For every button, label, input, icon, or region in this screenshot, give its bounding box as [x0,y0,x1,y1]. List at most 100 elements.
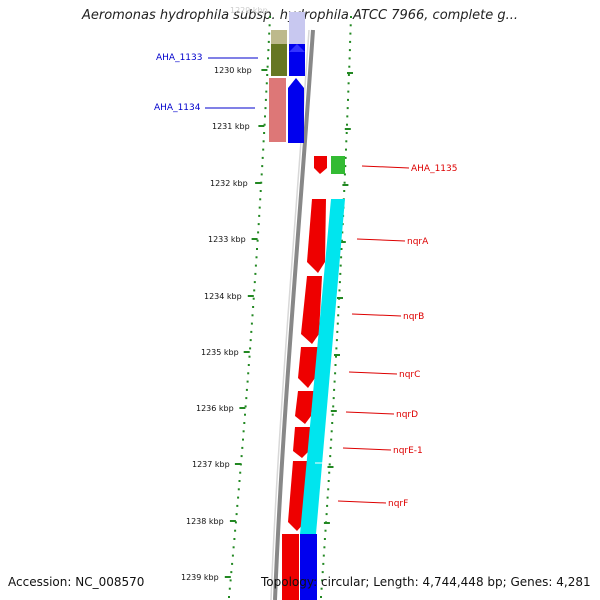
feature-olive-faded[interactable] [271,30,287,44]
ruler-dot [347,74,350,76]
ruler-dot [267,57,269,60]
ruler-dot [235,513,238,516]
ruler-dot [247,372,250,375]
cds-nqrC[interactable] [298,347,318,388]
gene-blue-bottom[interactable] [300,534,317,600]
ruler-dot [320,587,323,590]
ruler-dot [263,123,266,126]
ruler-dot [266,65,269,68]
ruler-dot [349,32,352,35]
ruler-dot [347,82,350,85]
tick-label-1232: 1232 kbp [210,179,248,188]
label-nqrC[interactable]: nqrC [399,370,420,380]
feature-blue-faded[interactable] [289,12,305,44]
leader-nqrA [356,238,406,242]
ruler-dot [245,397,248,400]
ruler-dot [262,148,265,151]
ruler-dot [240,455,243,458]
ruler-dot [237,496,240,499]
ruler-dot [345,132,348,134]
ruler-dot [251,314,254,317]
label-aha1133[interactable]: AHA_1133 [156,53,203,63]
ruler-dot [268,24,271,27]
tick-label-1233: 1233 kbp [208,235,246,244]
ruler-dot [328,463,331,466]
ruler-dot [330,430,333,433]
label-nqrE1[interactable]: nqrE-1 [393,446,423,456]
cds-nqrA[interactable] [307,199,326,273]
ruler-dot [347,90,350,93]
gene-arrow-aha1135[interactable] [314,156,327,174]
label-nqrD[interactable]: nqrD [396,410,418,420]
tick-label-1234: 1234 kbp [204,292,242,301]
ruler-dot [334,364,337,366]
leader-nqrE1 [342,447,392,451]
label-nqrA[interactable]: nqrA [407,237,429,247]
ruler-dot [247,364,250,366]
label-nqrB[interactable]: nqrB [403,312,424,322]
ruler-tick [261,69,268,71]
cds-nqrE1[interactable] [293,427,311,458]
genome-summary: Topology: circular; Length: 4,744,448 bp… [261,575,591,589]
ruler-dot [249,339,252,342]
ruler-dot [340,239,343,242]
feature-pink[interactable] [269,78,286,142]
ruler-dot [244,405,247,408]
ruler-dot [323,546,326,549]
ruler-dot [349,40,352,43]
tick-label-1239: 1239 kbp [181,573,219,582]
ruler-dot [232,546,235,549]
gene-arrow-blue-1-head [289,44,305,52]
tick-label-1236: 1236 kbp [196,404,234,413]
ruler-dot [246,380,249,383]
ruler-tick [323,522,330,524]
ruler-tick [337,297,343,299]
ruler-dots-left [224,16,271,598]
ruler-dot [348,57,351,60]
ruler-dot [336,330,339,333]
gene-arrow-blue-2[interactable] [288,78,304,143]
ruler-dot [345,140,348,143]
ruler-tick [330,410,337,412]
ruler-dot [347,98,349,101]
ruler-dot [343,181,346,184]
ruler-dot [339,272,342,275]
ruler-dot [253,281,256,284]
rna-aha1135[interactable] [331,156,345,174]
label-aha1135[interactable]: AHA_1135 [411,164,458,174]
cds-nqrB[interactable] [301,276,322,344]
ruler-dot [332,397,335,400]
cds-next[interactable] [282,534,299,600]
ruler-dot [346,115,349,118]
ruler-dot [260,181,263,184]
ruler-dot [321,571,324,574]
ruler-tick [255,182,262,184]
genome-backbone [273,29,315,600]
ruler-dot [348,65,351,68]
ruler-dot [337,314,340,317]
ruler-tick [258,125,265,127]
ruler-dot [343,190,346,192]
ruler-dot [255,256,258,259]
ruler-dot [346,123,348,126]
feature-olive[interactable] [271,44,287,76]
ruler-dot [265,90,268,93]
label-nqrF[interactable]: nqrF [388,499,408,509]
ruler-dot [322,562,325,565]
ruler-tick [251,238,258,240]
misc-feature-cyan[interactable] [300,199,345,534]
tick-label-1238: 1238 kbp [186,517,224,526]
label-aha1134[interactable]: AHA_1134 [154,103,201,113]
leader-nqrB [351,313,402,317]
ruler-dot [332,405,335,408]
ruler-dot [267,40,270,43]
ruler-dot [324,529,327,532]
ruler-dot [340,256,343,259]
ruler-dot [241,446,244,449]
cds-nqrD[interactable] [295,391,314,424]
ruler-dot [249,347,252,350]
ruler-dot [345,148,347,151]
ruler-tick [229,520,236,522]
ruler-tick [247,295,254,297]
